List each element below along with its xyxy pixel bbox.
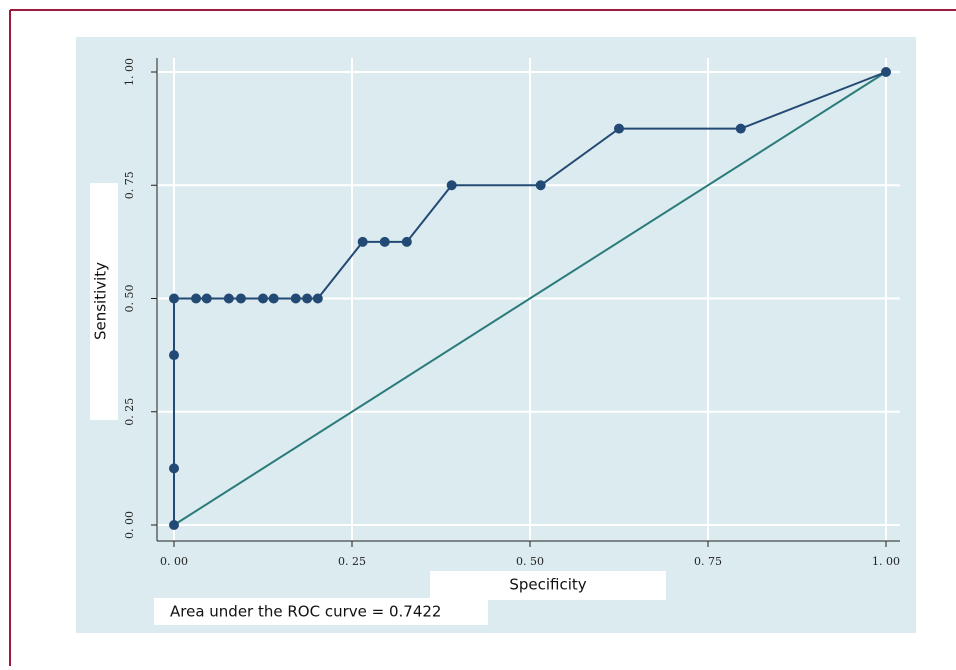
marker <box>535 180 546 191</box>
y-tick-label: 0. 00 <box>123 511 136 539</box>
line <box>173 71 887 526</box>
chart-panel <box>76 37 916 633</box>
marker <box>302 293 313 304</box>
marker <box>312 293 323 304</box>
marker <box>191 293 202 304</box>
marker <box>357 236 368 247</box>
marker <box>169 520 179 530</box>
y-tick-label: 0. 75 <box>123 171 136 199</box>
marker <box>290 293 301 304</box>
y-tick-label: 1. 00 <box>123 58 136 86</box>
x-tick-label: 0. 50 <box>516 555 544 568</box>
annotation: Area under the ROC curve = 0.7422 <box>170 603 441 621</box>
marker <box>614 123 624 134</box>
marker <box>235 293 246 304</box>
x-label-box <box>430 571 666 600</box>
marker <box>169 463 179 474</box>
annotation-box <box>154 598 488 625</box>
marker <box>169 293 179 304</box>
marker <box>268 293 279 304</box>
x-tick-label: 1. 00 <box>872 555 900 568</box>
y-tick-label: 0. 25 <box>123 398 136 426</box>
marker <box>379 236 390 247</box>
marker <box>258 293 268 304</box>
x-axis-label: Specificity <box>509 576 586 594</box>
marker <box>446 180 457 191</box>
x-tick-label: 0. 00 <box>160 555 188 568</box>
marker <box>223 293 234 304</box>
x-tick-label: 0. 25 <box>338 555 366 568</box>
x-tick-label: 0. 75 <box>694 555 722 568</box>
y-label-box <box>90 183 118 420</box>
marker <box>881 67 891 77</box>
y-tick-label: 0. 50 <box>123 285 136 313</box>
marker <box>201 293 212 304</box>
y-axis-label: Sensitivity <box>92 262 110 340</box>
marker <box>401 236 412 247</box>
marker <box>735 123 746 134</box>
marker <box>169 350 179 361</box>
